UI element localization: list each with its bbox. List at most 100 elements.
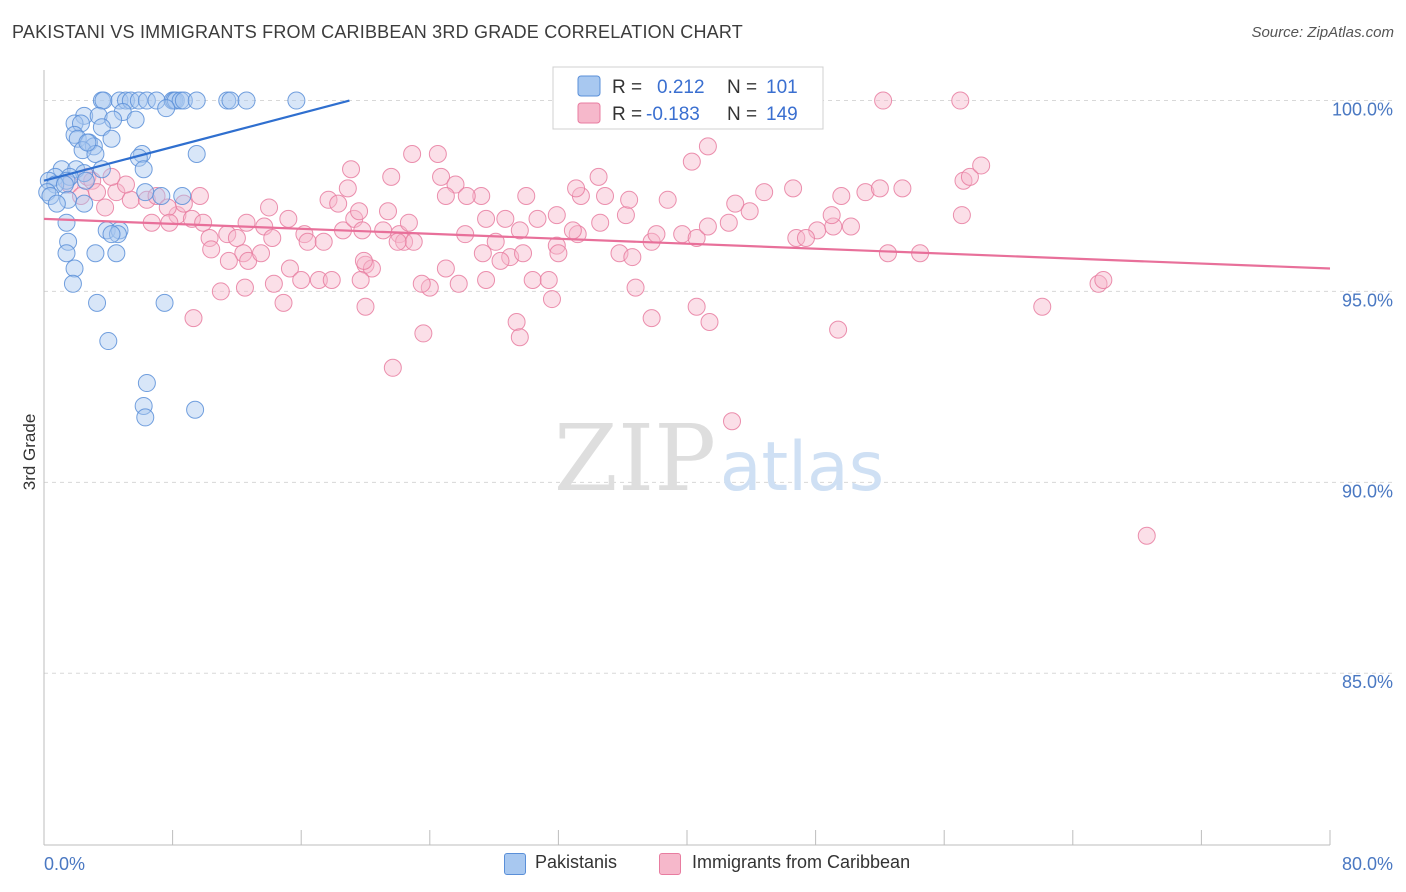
- caribbean-point-47: [322, 270, 341, 289]
- caribbean-point-119: [829, 320, 848, 339]
- caribbean-point-114: [507, 312, 526, 331]
- caribbean-point-116: [642, 309, 661, 328]
- caribbean-point-69: [591, 213, 610, 232]
- caribbean-point-141: [626, 278, 645, 297]
- caribbean-point-143: [547, 236, 566, 255]
- caribbean-point-110: [682, 152, 701, 171]
- caribbean-point-133: [184, 309, 203, 328]
- y-tick-label-3: 100.0%: [1332, 100, 1393, 120]
- caribbean-point-62: [472, 186, 491, 205]
- axes: [43, 70, 1331, 846]
- caribbean-point-120: [723, 412, 742, 431]
- caribbean-point-39: [404, 232, 423, 251]
- caribbean-point-106: [457, 186, 476, 205]
- caribbean-point-55: [473, 244, 492, 263]
- legend-swatch-pakistanis: [504, 853, 526, 875]
- caribbean-point-71: [620, 190, 639, 209]
- pakistani-point-68: [63, 274, 82, 293]
- pakistani-point-69: [88, 293, 107, 312]
- watermark-atlas: atlas: [720, 428, 884, 507]
- caribbean-point-126: [354, 251, 373, 270]
- legend-label-caribbean: Immigrants from Caribbean: [692, 852, 911, 872]
- caribbean-point-63: [496, 209, 515, 228]
- pakistani-point-30: [102, 129, 121, 148]
- stats-legend-swatch-caribbean: [577, 102, 601, 124]
- caribbean-point-123: [319, 190, 338, 209]
- caribbean-point-91: [878, 244, 897, 263]
- caribbean-point-100: [1137, 526, 1156, 545]
- pakistani-point-37: [187, 144, 206, 163]
- caribbean-point-52: [436, 259, 455, 278]
- caribbean-point-45: [292, 270, 311, 289]
- pakistani-points: [38, 91, 306, 427]
- caribbean-point-50: [351, 270, 370, 289]
- caribbean-point-13: [190, 186, 209, 205]
- caribbean-point-15: [96, 198, 115, 217]
- caribbean-point-77: [719, 213, 738, 232]
- pakistani-point-58: [57, 213, 76, 232]
- series-legend: Pakistanis Immigrants from Caribbean: [0, 852, 1406, 878]
- caribbean-point-118: [700, 312, 719, 331]
- caribbean-point-83: [796, 228, 815, 247]
- pakistani-point-71: [99, 332, 118, 351]
- stats-legend-r-value-caribbean: -0.183: [646, 104, 700, 125]
- caribbean-point-59: [523, 270, 542, 289]
- caribbean-point-121: [338, 179, 357, 198]
- pakistani-point-66: [107, 244, 126, 263]
- caribbean-point-90: [841, 217, 860, 236]
- caribbean-point-36: [374, 221, 393, 240]
- pakistani-point-7: [147, 91, 166, 110]
- pakistani-point-13: [187, 91, 206, 110]
- legend-label-pakistanis: Pakistanis: [535, 852, 618, 872]
- pakistani-point-6: [137, 91, 156, 110]
- caribbean-point-58: [514, 244, 533, 263]
- caribbean-point-88: [870, 179, 889, 198]
- caribbean-point-21: [194, 213, 213, 232]
- y-tick-label-2: 95.0%: [1342, 290, 1393, 310]
- caribbean-point-94: [960, 167, 979, 186]
- pakistani-point-62: [102, 225, 121, 244]
- caribbean-point-125: [379, 202, 398, 221]
- caribbean-point-139: [563, 221, 582, 240]
- pakistani-point-28: [68, 129, 87, 148]
- caribbean-point-80: [726, 194, 745, 213]
- caribbean-point-29: [279, 209, 298, 228]
- caribbean-point-32: [314, 232, 333, 251]
- pakistani-point-70: [155, 293, 174, 312]
- caribbean-point-81: [787, 228, 806, 247]
- caribbean-point-16: [116, 175, 135, 194]
- pakistani-point-63: [59, 232, 78, 251]
- caribbean-point-132: [274, 293, 293, 312]
- caribbean-point-78: [740, 202, 759, 221]
- stats-legend-n-value-pakistanis: 101: [766, 77, 798, 98]
- caribbean-point-87: [856, 183, 875, 202]
- caribbean-point-54: [477, 270, 496, 289]
- pakistani-point-36: [78, 133, 97, 152]
- stats-legend-n-label-pakistanis: N =: [727, 77, 757, 98]
- watermark: ZIP atlas: [554, 405, 884, 512]
- caribbean-point-64: [510, 221, 529, 240]
- caribbean-point-149: [549, 244, 568, 263]
- x-tick-label-1: 80.0%: [1342, 854, 1393, 874]
- pakistani-point-74: [136, 408, 155, 427]
- y-axis-label: 3rd Grade: [20, 414, 39, 491]
- pakistani-point-72: [137, 374, 156, 393]
- pakistani-point-56: [152, 186, 171, 205]
- caribbean-point-109: [658, 190, 677, 209]
- pakistani-point-67: [65, 259, 84, 278]
- pakistani-point-15: [221, 91, 240, 110]
- caribbean-point-75: [687, 228, 706, 247]
- pakistani-point-65: [86, 244, 105, 263]
- caribbean-point-22: [200, 228, 219, 247]
- caribbean-point-111: [698, 137, 717, 156]
- source-label: Source: ZipAtlas.com: [1251, 24, 1394, 41]
- stats-legend-n-label-caribbean: N =: [727, 104, 757, 125]
- caribbean-point-131: [235, 278, 254, 297]
- caribbean-point-96: [952, 206, 971, 225]
- caribbean-point-129: [252, 244, 271, 263]
- caribbean-point-128: [237, 213, 256, 232]
- chart-title: PAKISTANI VS IMMIGRANTS FROM CARIBBEAN 3…: [12, 22, 743, 42]
- legend-swatch-caribbean: [659, 853, 681, 875]
- pakistani-trendline: [43, 99, 350, 182]
